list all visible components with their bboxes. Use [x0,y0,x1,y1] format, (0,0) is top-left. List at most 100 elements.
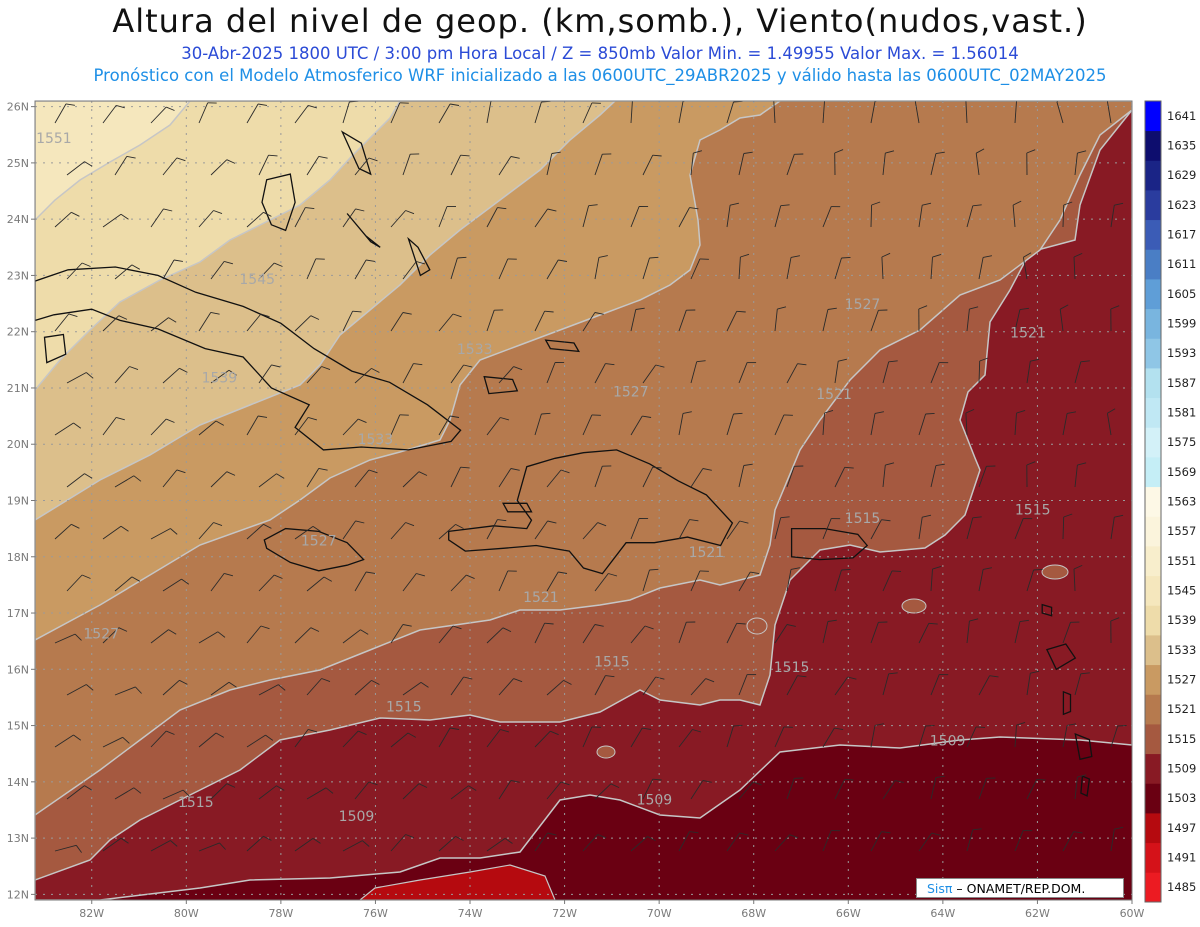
wind-barb-shaft [114,366,130,384]
wind-barb-flag [885,462,895,466]
wind-barb-shaft [54,844,77,852]
wind-barb-flag [597,834,607,839]
colorbar-label: 1611 [1167,257,1196,271]
wind-barb-shaft [1014,101,1017,124]
wind-barb-shaft [1106,413,1112,436]
wind-barb-shaft [486,519,498,540]
colorbar-swatch [1145,130,1161,161]
wind-barb-shaft [978,466,987,488]
valid-time-line: 30-Abr-2025 1800 UTC / 3:00 pm Hora Loca… [181,44,1019,63]
wind-barb-shaft [486,310,495,332]
wind-barb-shaft [966,309,970,332]
wind-barb-shaft [786,569,792,592]
wind-barb-shaft [534,413,542,436]
wind-barb-flag [1077,150,1087,154]
wind-barb-shaft [1014,518,1024,540]
wind-barb-shaft [642,569,650,592]
wind-barb-flag [81,574,91,579]
colorbar-label: 1533 [1167,643,1196,657]
wind-barb-flag [176,157,186,162]
wind-barb-flag [118,627,128,632]
wind-barb-flag [215,420,225,426]
wind-barb-shaft [102,837,122,852]
wind-barb-shaft [114,156,128,176]
wind-barb-flag [702,468,712,471]
wind-barb-shaft [534,101,542,124]
wind-barb-shaft [690,361,698,384]
wind-barb-shaft [642,364,657,384]
colorbar-label: 1593 [1167,346,1196,360]
wind-barb-shaft [342,418,359,436]
wind-barb-shaft [834,676,849,696]
wind-barb-flag [689,519,699,522]
colorbar-swatch [1145,516,1161,547]
wind-barb-flag [777,306,787,310]
wind-barb-shaft [114,686,136,696]
wind-barb-flag [168,317,177,323]
wind-barb-shaft [342,840,363,852]
wind-barb-flag [1023,252,1032,258]
coastline-long-island [407,236,431,277]
wind-barb-flag [1019,307,1029,311]
wind-barb-flag [310,627,320,632]
colorbar-label: 1569 [1167,465,1196,479]
wind-barb-flag [702,780,712,783]
wind-barb-flag [450,103,460,106]
wind-barb-flag [841,256,851,259]
wind-barb-shaft [642,257,650,280]
lat-label: 16N [7,663,29,676]
wind-barb-flag [871,201,881,206]
wind-barb-shaft [1110,725,1119,748]
wind-barb-shaft [258,473,277,488]
wind-barb-shaft [306,468,320,488]
wind-barb-shaft [738,362,748,384]
wind-barb-shaft [66,372,87,384]
wind-barb-flag [598,255,608,258]
wind-barb-flag [560,781,570,786]
wind-barb-shaft [678,519,690,540]
contour-label: 1551 [36,131,72,147]
wind-barb-flag [682,411,692,414]
wind-barb-flag [513,366,523,371]
wind-barb-flag [133,475,142,482]
wind-barb-shaft [150,208,164,228]
wind-barb-flag [68,313,78,318]
wind-barb-shaft [594,573,609,592]
wind-barb-flag [65,103,75,106]
wind-barb-shaft [774,309,778,332]
filled-contours [35,101,1132,900]
wind-barb-shaft [822,206,832,228]
wind-barb-flag [780,516,790,519]
wind-barb-shaft [450,467,462,488]
colorbar-swatch [1145,813,1161,844]
wind-barb-shaft [66,473,85,488]
wind-barb-flag [126,155,136,159]
wind-barb-flag [649,256,659,259]
wind-barb-flag [1073,252,1083,258]
wind-barb-flag [652,154,662,157]
wind-barb-flag [935,775,945,779]
wind-barb-shaft [834,361,839,384]
contour-label: 1515 [845,511,881,527]
wind-barb-shaft [54,103,67,124]
model-info-line: Pronóstico con el Modelo Atmosferico WRF… [93,66,1107,85]
contour-label: 1515 [1015,503,1051,519]
wind-barb-shaft [726,311,738,332]
wind-barb-shaft [162,157,178,176]
wind-barb-flag [312,838,321,844]
wind-barb-flag [1067,411,1077,414]
colorbar-label: 1587 [1167,376,1196,390]
wind-barb-shaft [1014,725,1017,748]
wind-barb-shaft [690,780,704,800]
lat-label: 21N [7,382,29,395]
lon-label: 78W [268,907,293,920]
wind-barb-shaft [882,780,896,800]
wind-barb-flag [360,629,369,635]
wind-barb-shaft [594,783,612,800]
wind-barb-shaft [498,570,509,592]
wind-barb-shaft [822,727,835,748]
wind-barb-flag [834,149,844,154]
wind-barb-flag [931,832,941,836]
wind-barb-flag [131,264,141,270]
lat-label: 15N [7,720,29,733]
